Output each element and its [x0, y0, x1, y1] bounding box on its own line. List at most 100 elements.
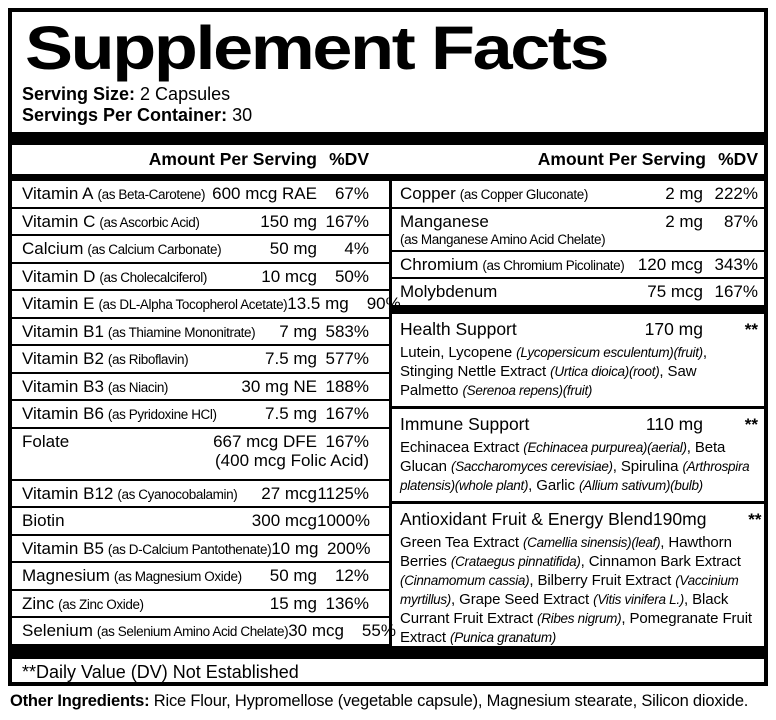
ingredient-row: Vitamin B3 (as Niacin) 30 mg NE 188% [12, 374, 389, 401]
serving-info: Serving Size: 2 Capsules Servings Per Co… [12, 84, 764, 126]
blend-amount: 190mg [652, 508, 707, 529]
right-column-header: Amount Per Serving %DV [392, 149, 764, 170]
ingredient-name: Vitamin B12 [22, 483, 114, 503]
blend-section: Antioxidant Fruit & Energy Blend 190mg *… [392, 504, 764, 647]
blend-dv: ** [744, 414, 758, 434]
ingredient-dv: 87% [723, 211, 758, 231]
dv-footnote: **Daily Value (DV) Not Established [22, 662, 299, 682]
right-nutrient-column: Copper (as Copper Gluconate) 2 mg 222% M… [392, 181, 764, 646]
ingredient-dv: 1000% [317, 511, 370, 530]
ingredient-row: Vitamin B12 (as Cyanocobalamin) 27 mcg 1… [12, 481, 389, 508]
ingredient-amount: 10 mg [271, 538, 319, 558]
ingredient-amount: 2 mg [665, 211, 703, 231]
ingredient-name: Vitamin E [22, 294, 95, 313]
ingredient-form: (as Calcium Carbonate) [87, 242, 222, 257]
ingredient-dv: 1125% [317, 483, 369, 503]
ingredient-amount: 2 mg [665, 184, 703, 203]
ingredient-amount: 30 mg NE [241, 376, 317, 396]
ingredient-dv: 222% [714, 184, 758, 203]
blend-section: Health Support 170 mg ** Lutein, Lycopen… [392, 314, 764, 409]
ingredient-name: Chromium [400, 254, 479, 274]
ingredient-row: Vitamin D (as Cholecalciferol) 10 mcg 50… [12, 264, 389, 291]
ingredient-row: Vitamin A (as Beta-Carotene) 600 mcg RAE… [12, 181, 389, 209]
serving-size-line: Serving Size: 2 Capsules [22, 84, 764, 105]
left-column-header: Amount Per Serving %DV [12, 149, 389, 170]
ingredient-amount: 7 mg [279, 321, 317, 341]
ingredient-amount: 120 mcg [637, 254, 703, 274]
ingredient-form: (as Pyridoxine HCl) [107, 407, 217, 422]
blend-ingredients: Lutein, Lycopene (Lycopersicum esculentu… [400, 343, 707, 399]
column-headers: Amount Per Serving %DV Amount Per Servin… [12, 145, 764, 174]
panel-title: Supplement Facts [12, 12, 764, 82]
ingredient-amount: 30 mcg [288, 621, 344, 640]
ingredient-amount: 13.5 mg [287, 294, 349, 313]
ingredient-amount: 75 mcg [647, 282, 703, 301]
ingredient-row: Magnesium (as Magnesium Oxide) 50 mg 12% [12, 563, 389, 591]
ingredient-dv: 343% [714, 254, 758, 274]
ingredient-form: (as Selenium Amino Acid Chelate) [96, 624, 289, 639]
ingredient-name: Vitamin B2 [22, 349, 104, 368]
blend-name: Health Support [400, 318, 517, 339]
amount-per-serving-header: Amount Per Serving [148, 149, 317, 169]
ingredient-name: Vitamin A [22, 184, 94, 203]
ingredient-form: (as Cyanocobalamin) [117, 486, 238, 502]
ingredient-subline: (as Manganese Amino Acid Chelate) [400, 231, 606, 247]
ingredient-dv: 12% [334, 566, 369, 585]
blend-sections: Health Support 170 mg ** Lutein, Lycopen… [392, 314, 764, 647]
header-bottom-bar [12, 174, 764, 181]
blend-name: Immune Support [400, 413, 530, 434]
ingredient-row: Folate 667 mcg DFE 167% (400 mcg Folic A… [12, 429, 389, 481]
ingredient-amount: 15 mg [269, 593, 317, 613]
blend-dv: ** [748, 509, 762, 529]
left-nutrient-column: Vitamin A (as Beta-Carotene) 600 mcg RAE… [12, 181, 401, 646]
other-ingredients: Other Ingredients: Rice Flour, Hypromell… [10, 692, 770, 711]
other-ingredients-label: Other Ingredients: [10, 692, 150, 710]
ingredient-amount: 7.5 mg [265, 349, 317, 368]
ingredient-amount: 50 mg [269, 566, 317, 585]
ingredient-row: Vitamin B1 (as Thiamine Mononitrate) 7 m… [12, 319, 389, 346]
ingredient-name: Vitamin D [22, 266, 96, 286]
ingredient-name: Zinc [22, 593, 55, 613]
ingredient-row: Chromium (as Chromium Picolinate) 120 mc… [392, 252, 764, 279]
ingredient-amount: 10 mcg [261, 266, 317, 286]
ingredient-form: (as Riboflavin) [107, 352, 189, 367]
servings-per-container-line: Servings Per Container: 30 [22, 105, 764, 126]
ingredient-form: (as Ascorbic Acid) [99, 214, 200, 230]
mineral-rows: Copper (as Copper Gluconate) 2 mg 222% M… [392, 181, 764, 307]
ingredient-row: Copper (as Copper Gluconate) 2 mg 222% [392, 181, 764, 209]
nutrient-columns: Vitamin A (as Beta-Carotene) 600 mcg RAE… [12, 181, 764, 646]
ingredient-dv: 4% [344, 239, 369, 258]
ingredient-amount: 667 mcg DFE [213, 431, 317, 451]
servings-per-container-value: 30 [227, 105, 253, 125]
ingredient-form: (as Cholecalciferol) [99, 269, 207, 285]
serving-size-label: Serving Size: [22, 84, 136, 104]
ingredient-form: (as Beta-Carotene) [97, 187, 206, 202]
ingredient-row: Vitamin B6 (as Pyridoxine HCl) 7.5 mg 16… [12, 401, 389, 429]
servings-per-container-label: Servings Per Container: [22, 105, 228, 125]
ingredient-row: Molybdenum 75 mcg 167% [392, 279, 764, 307]
ingredient-amount: 7.5 mg [265, 404, 317, 423]
ingredient-name: Copper [400, 184, 456, 203]
blend-ingredients: Green Tea Extract (Camellia sinensis)(le… [400, 533, 752, 646]
ingredient-name: Biotin [22, 511, 65, 530]
ingredient-dv: 50% [334, 266, 369, 286]
ingredient-row: Vitamin B5 (as D-Calcium Pantothenate) 1… [12, 536, 389, 563]
ingredient-name: Manganese [400, 211, 489, 231]
ingredient-dv: 167% [325, 431, 369, 451]
ingredient-dv: 136% [325, 593, 369, 613]
dv-header: %DV [329, 149, 369, 169]
serving-size-value: 2 Capsules [135, 84, 231, 104]
ingredient-dv: 167% [325, 211, 369, 231]
column-divider [389, 181, 392, 646]
ingredient-form: (as Zinc Oxide) [58, 596, 144, 612]
ingredient-amount: 27 mcg [261, 483, 317, 503]
ingredient-amount: 150 mg [260, 211, 317, 231]
supplement-facts-panel: Supplement Facts Serving Size: 2 Capsule… [8, 8, 768, 686]
ingredient-dv: 583% [325, 321, 369, 341]
blend-amount: 170 mg [644, 318, 703, 339]
ingredient-dv: 577% [325, 349, 369, 368]
ingredient-dv: 67% [334, 184, 369, 203]
ingredient-row: Vitamin C (as Ascorbic Acid) 150 mg 167% [12, 209, 389, 236]
ingredient-dv: 167% [714, 282, 758, 301]
